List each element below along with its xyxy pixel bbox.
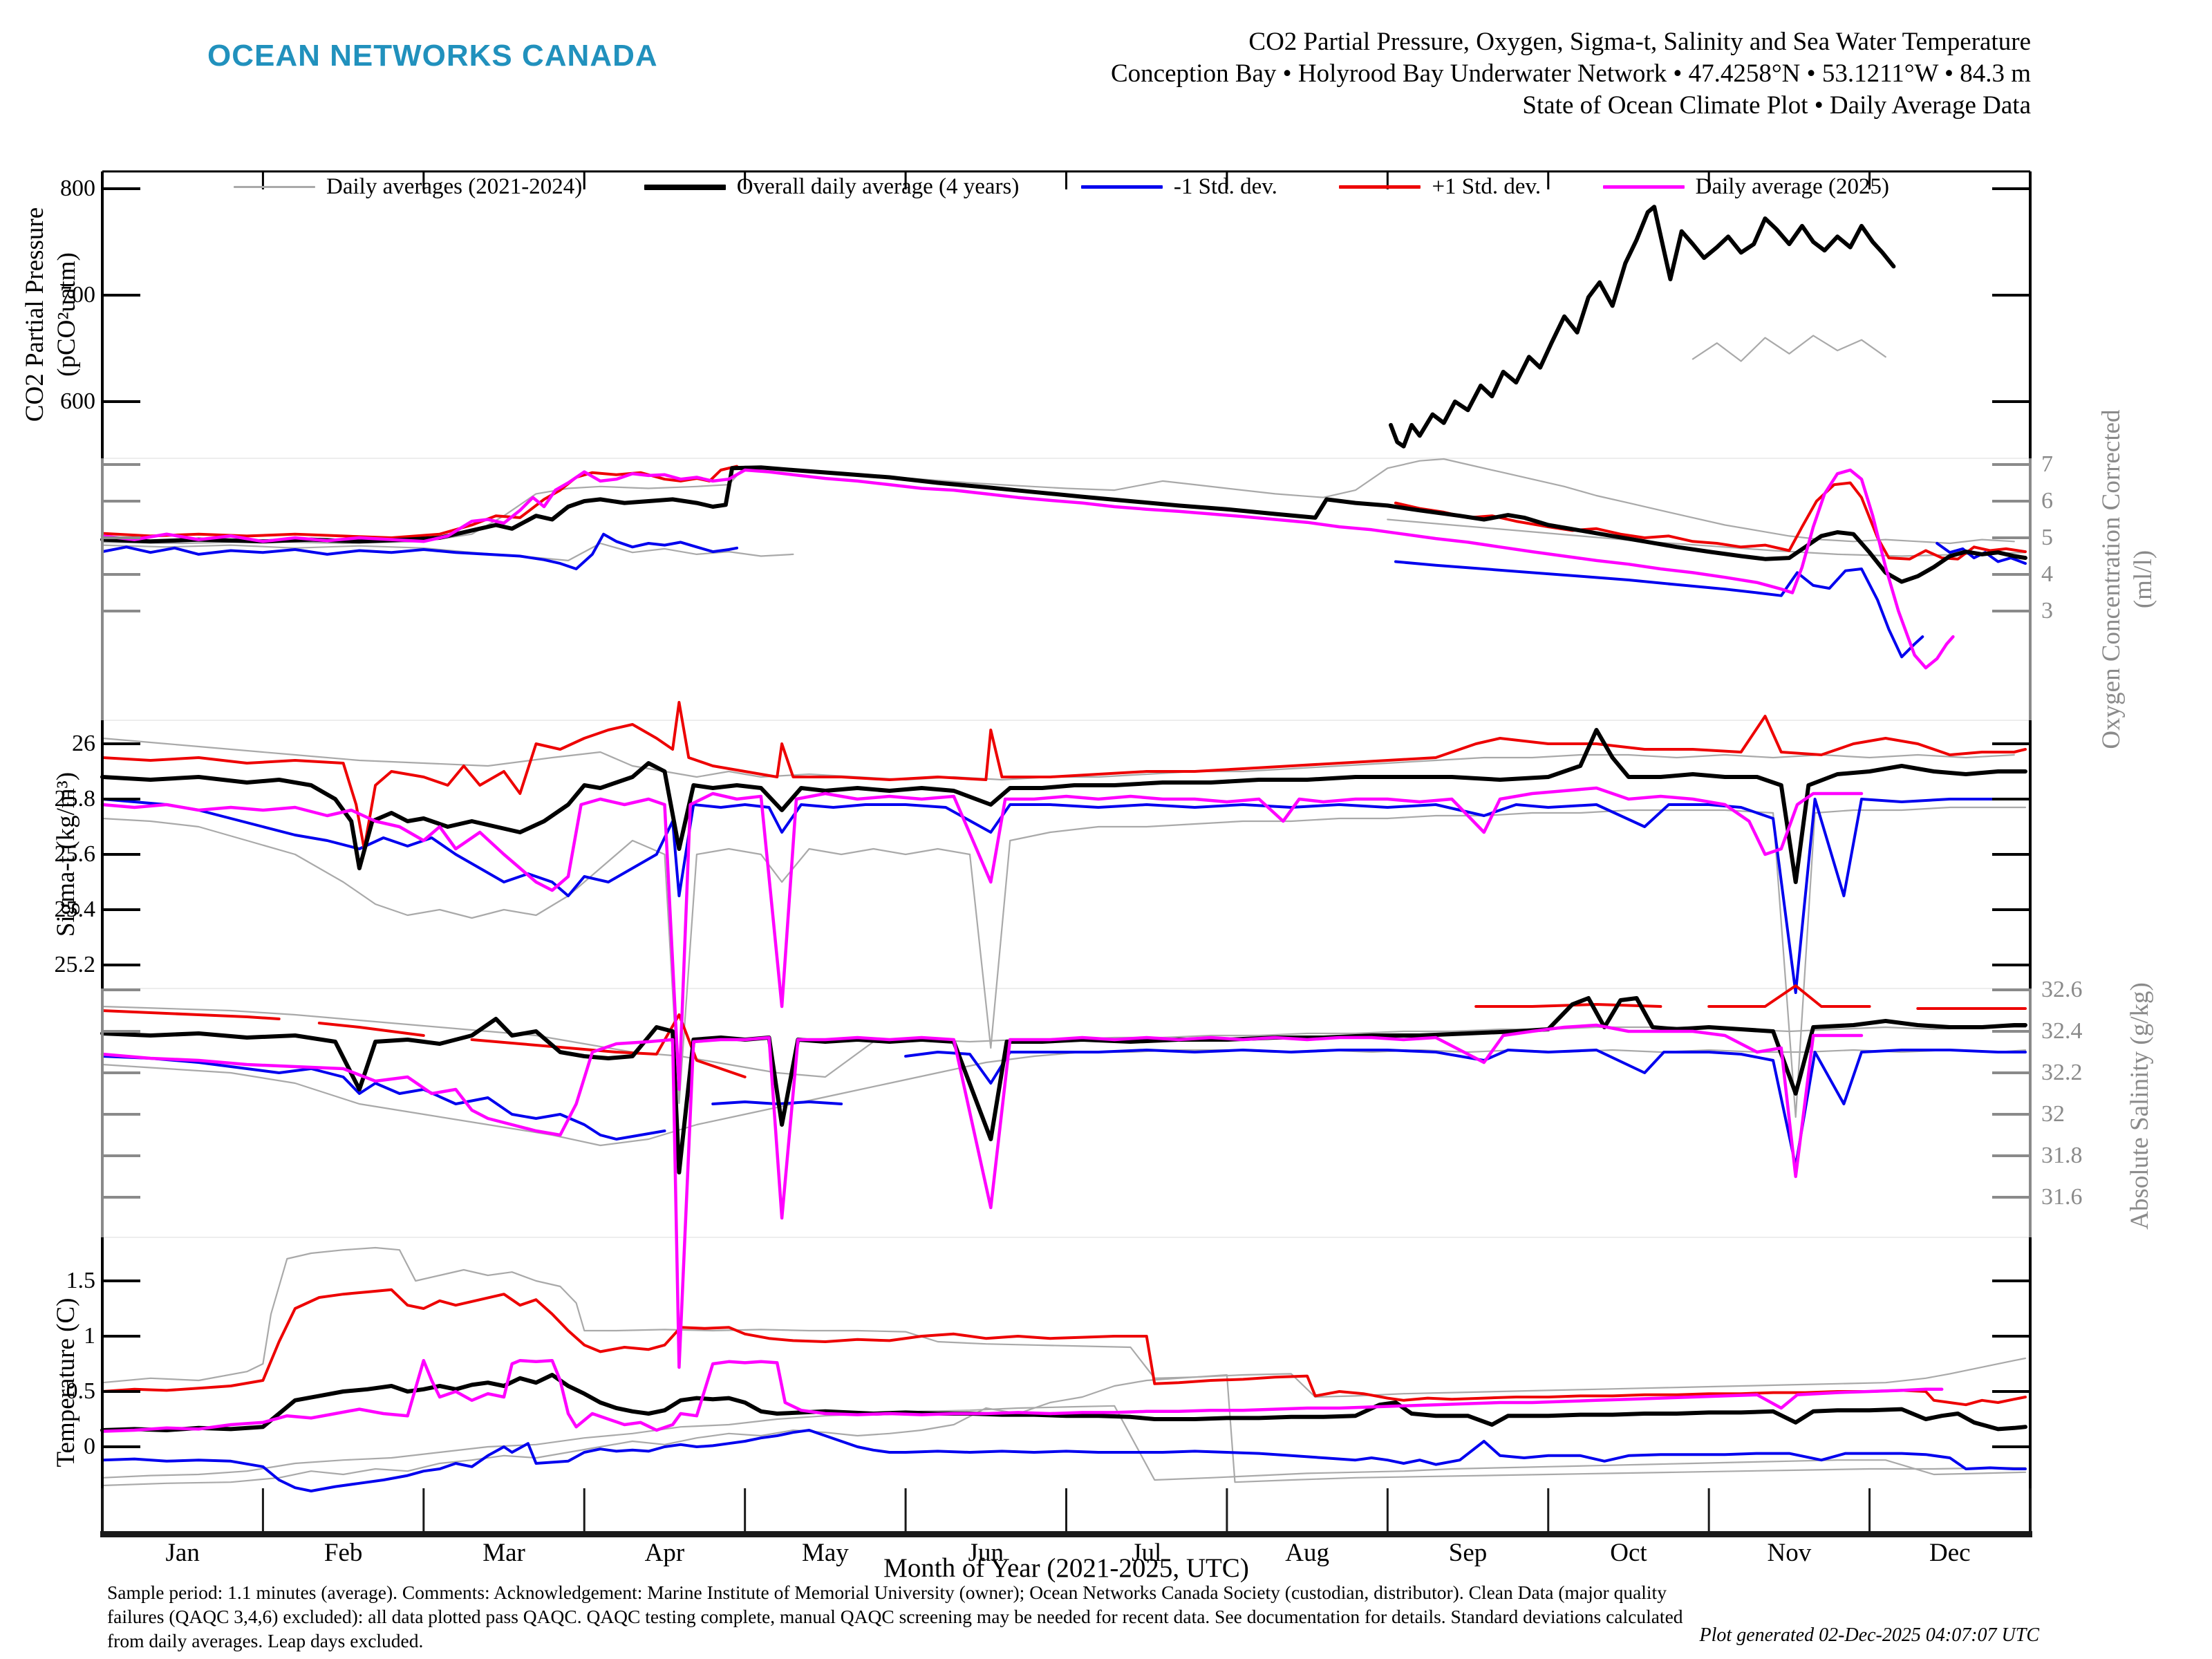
month-label-jul: Jul bbox=[1132, 1539, 1162, 1567]
series-oxygen-minus-1-std-dev bbox=[101, 532, 738, 570]
tick-label-temperature: 1 bbox=[84, 1323, 95, 1349]
series-salinity-plus-1-std-dev bbox=[470, 1013, 747, 1078]
series-co2-daily-average bbox=[1389, 205, 1896, 449]
series-salinity-plus-1-std-dev bbox=[101, 1009, 281, 1020]
tick-label-salinity: 32 bbox=[2041, 1101, 2065, 1127]
x-axis-label: Month of Year (2021-2025, UTC) bbox=[883, 1553, 1249, 1583]
series-oxygen-daily-averages-a bbox=[101, 458, 2015, 545]
series-temperature-overall-daily-average bbox=[100, 1373, 2027, 1432]
tick-label-salinity: 32.6 bbox=[2041, 977, 2083, 1002]
tick-label-temperature: 1.5 bbox=[66, 1268, 96, 1293]
series-co2-daily-averages-2021-2024 bbox=[1691, 335, 1886, 362]
plot-title: CO2 Partial Pressure, Oxygen, Sigma-t, S… bbox=[1111, 26, 2031, 122]
tick-label-sigma_t: 25.2 bbox=[54, 952, 96, 977]
tick-label-sigma_t: 25.4 bbox=[54, 897, 96, 922]
month-label-apr: Apr bbox=[644, 1539, 685, 1567]
legend-item: -1 Std. dev. bbox=[1080, 174, 1277, 200]
tick-label-salinity: 32.4 bbox=[2041, 1018, 2083, 1044]
series-sigma-daily-average-2025 bbox=[100, 786, 1864, 1091]
series-sigma-plus-1-std-dev bbox=[101, 701, 2027, 850]
tick-label-oxygen: 3 bbox=[2041, 598, 2053, 624]
tick-label-temperature: 0.5 bbox=[66, 1378, 96, 1404]
series-sigma-overall-daily-average bbox=[100, 728, 2027, 884]
footer-note: Sample period: 1.1 minutes (average). Co… bbox=[107, 1582, 1683, 1651]
series-oxygen-plus-1-std-dev bbox=[1394, 481, 2027, 561]
legend-item: +1 Std. dev. bbox=[1339, 174, 1541, 200]
plot-generated-timestamp: Plot generated 02-Dec-2025 04:07:07 UTC bbox=[1699, 1624, 2039, 1646]
legend-line-swatch bbox=[644, 184, 726, 190]
legend-label: Daily average (2025) bbox=[1695, 174, 1889, 199]
legend-item: Overall daily average (4 years) bbox=[644, 174, 1020, 200]
tick-label-salinity: 31.8 bbox=[2041, 1143, 2083, 1168]
month-label-sep: Sep bbox=[1448, 1539, 1488, 1567]
title-line-2: Conception Bay • Holyrood Bay Underwater… bbox=[1111, 59, 2031, 88]
tick-label-salinity: 32.2 bbox=[2041, 1060, 2083, 1085]
tick-label-oxygen: 4 bbox=[2041, 561, 2053, 587]
series-sigma-daily-averages-b bbox=[101, 806, 2027, 1118]
tick-label-co2: 800 bbox=[60, 176, 95, 201]
legend-line-swatch bbox=[1080, 185, 1163, 189]
series-salinity-minus-1-std-dev bbox=[904, 1049, 2027, 1168]
title-line-3: State of Ocean Climate Plot • Daily Aver… bbox=[1522, 91, 2031, 120]
legend-line-swatch bbox=[1602, 185, 1685, 189]
tick-label-oxygen: 7 bbox=[2041, 451, 2053, 477]
month-label-mar: Mar bbox=[482, 1539, 525, 1567]
series-temperature-minus-1-std-dev bbox=[101, 1429, 2027, 1492]
series-oxygen-plus-1-std-dev bbox=[101, 465, 738, 539]
bottom-spine bbox=[100, 1531, 2032, 1537]
legend-label: Daily averages (2021-2024) bbox=[326, 174, 583, 199]
series-salinity-daily-average-2025 bbox=[100, 1023, 1864, 1369]
month-label-jun: Jun bbox=[968, 1539, 1004, 1567]
legend: Daily averages (2021-2024) Overall daily … bbox=[234, 174, 1889, 200]
month-label-feb: Feb bbox=[324, 1539, 363, 1567]
month-label-nov: Nov bbox=[1767, 1539, 1812, 1567]
legend-line-swatch bbox=[234, 186, 315, 188]
series-salinity-minus-1-std-dev bbox=[101, 1055, 666, 1141]
tick-label-oxygen: 6 bbox=[2041, 488, 2053, 514]
series-oxygen-daily-average-2025 bbox=[100, 468, 1955, 670]
tick-label-co2: 600 bbox=[60, 388, 95, 414]
series-salinity-plus-1-std-dev bbox=[1707, 984, 1871, 1008]
month-label-jan: Jan bbox=[165, 1539, 200, 1567]
legend-item: Daily average (2025) bbox=[1602, 174, 1889, 200]
series-oxygen-minus-1-std-dev bbox=[1394, 560, 1924, 659]
series-temperature-plus-1-std-dev bbox=[101, 1288, 2027, 1407]
series-temperature-daily-averages-b bbox=[101, 1405, 2027, 1481]
tick-label-sigma_t: 25.8 bbox=[54, 786, 96, 812]
tick-label-oxygen: 5 bbox=[2041, 525, 2053, 550]
series-oxygen-daily-averages-b bbox=[1387, 518, 2027, 557]
series-salinity-daily-averages-b bbox=[101, 1049, 2027, 1147]
series-salinity-plus-1-std-dev bbox=[317, 1022, 425, 1037]
legend-label: +1 Std. dev. bbox=[1432, 174, 1541, 199]
series-oxygen-overall-daily-average bbox=[100, 465, 2027, 584]
tick-label-salinity: 31.6 bbox=[2041, 1184, 2083, 1210]
title-line-1: CO2 Partial Pressure, Oxygen, Sigma-t, S… bbox=[1248, 28, 2031, 56]
series-temperature-daily-averages-a bbox=[101, 1246, 2027, 1398]
legend-label: Overall daily average (4 years) bbox=[736, 174, 1020, 199]
series-sigma-minus-1-std-dev bbox=[101, 798, 2027, 994]
series-temperature-daily-average-2025 bbox=[100, 1358, 1944, 1433]
tick-label-temperature: 0 bbox=[84, 1434, 95, 1459]
tick-label-sigma_t: 25.6 bbox=[54, 841, 96, 867]
ocean-networks-canada-logo: OCEAN NETWORKS CANADA bbox=[207, 39, 658, 73]
month-label-dec: Dec bbox=[1929, 1539, 1971, 1567]
month-label-aug: Aug bbox=[1285, 1539, 1329, 1567]
tick-label-co2: 700 bbox=[60, 282, 95, 308]
tick-label-sigma_t: 26 bbox=[72, 731, 95, 756]
legend-label: -1 Std. dev. bbox=[1173, 174, 1277, 199]
series-salinity-plus-1-std-dev bbox=[1474, 1003, 1662, 1008]
legend-item: Daily averages (2021-2024) bbox=[234, 174, 582, 200]
month-label-may: May bbox=[801, 1539, 849, 1567]
month-label-oct: Oct bbox=[1610, 1539, 1647, 1567]
legend-line-swatch bbox=[1339, 185, 1421, 189]
series-temperature-daily-averages-c bbox=[101, 1374, 2027, 1487]
series-salinity-overall-daily-average bbox=[100, 996, 2027, 1174]
